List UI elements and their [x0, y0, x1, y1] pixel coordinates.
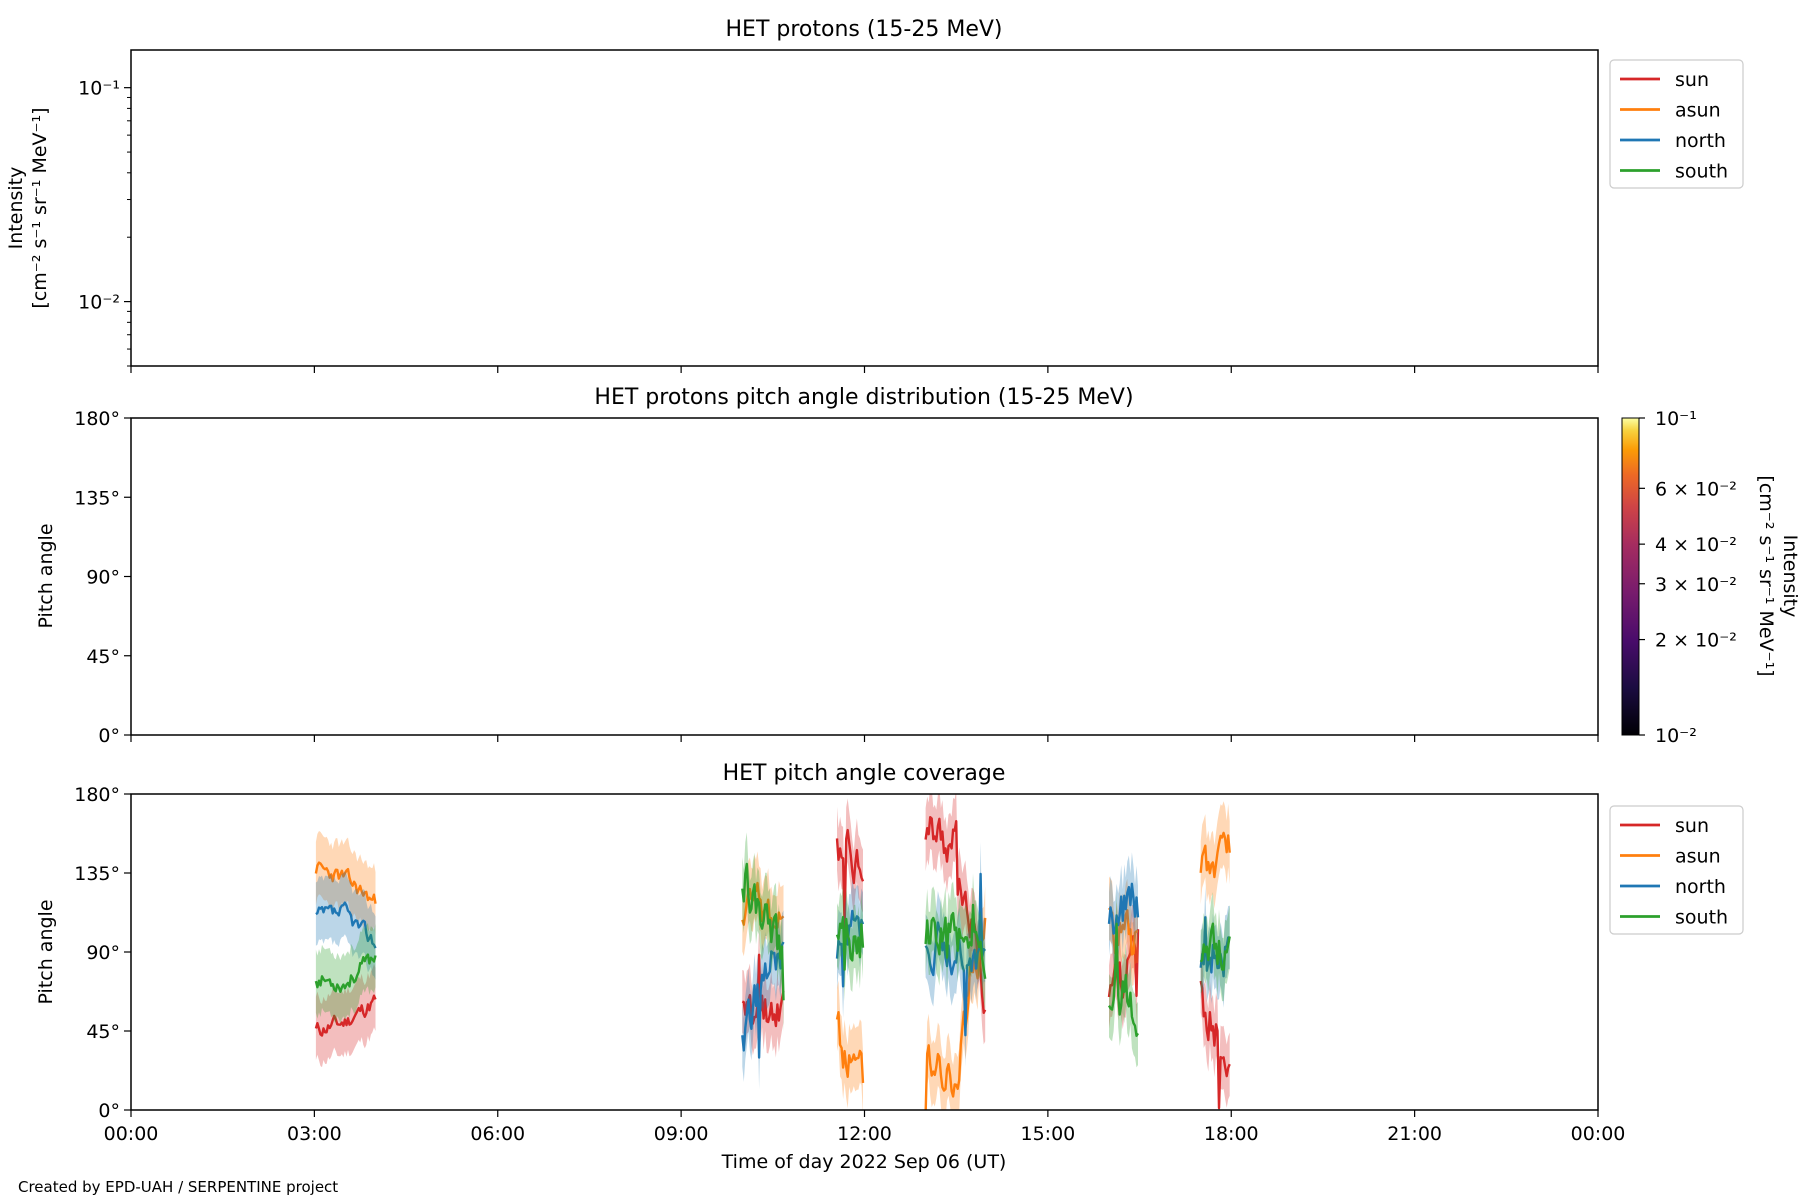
panel3-plot-area: [314, 794, 1231, 1110]
band-south: [742, 832, 784, 1032]
series-line-south: [1199, 922, 1231, 971]
band-sun: [315, 964, 376, 1068]
legend-label-north: north: [1675, 130, 1726, 152]
colorbar-tick-label: 6 × 10⁻²: [1655, 478, 1737, 500]
panel1-ylabel-line1: Intensity: [5, 167, 27, 250]
colorbar-tick-label: 3 × 10⁻²: [1655, 574, 1737, 596]
series-line-north: [924, 872, 987, 1037]
panel-coverage: HET pitch angle coverage 0° 45° 90° 135° 180…: [35, 761, 1744, 1173]
panel1-title: HET protons (15-25 MeV): [726, 17, 1003, 42]
panel3-xlabel: Time of day 2022 Sep 06 (UT): [721, 1151, 1007, 1173]
legend-label-asun: asun: [1675, 100, 1721, 122]
panel2-yticks: 0° 45° 90° 135° 180°: [74, 408, 131, 747]
band-sun: [925, 794, 986, 1045]
colorbar-ticks: 10⁻¹ 6 × 10⁻² 4 × 10⁻² 3 × 10⁻² 2 × 10⁻² 10⁻²: [1639, 408, 1737, 747]
y-tick-label: 45°: [86, 646, 120, 668]
legend-label-south: south: [1675, 161, 1728, 183]
colorbar-label-line2: [cm⁻² s⁻¹ sr⁻¹ MeV⁻¹]: [1755, 475, 1777, 676]
panel1-yticks: 10⁻¹ 10⁻²: [78, 78, 131, 367]
series-line-asun: [835, 1011, 865, 1083]
series-line-north: [1107, 882, 1140, 935]
band-asun: [315, 831, 376, 936]
x-tick-label: 03:00: [287, 1123, 342, 1145]
colorbar-label-line1: Intensity: [1779, 535, 1800, 618]
colorbar-label: Intensity [cm⁻² s⁻¹ sr⁻¹ MeV⁻¹]: [1755, 475, 1800, 676]
series-line-south: [314, 953, 377, 993]
band-asun: [837, 980, 863, 1110]
series-line-asun: [1199, 831, 1231, 879]
x-tick-label: 15:00: [1020, 1123, 1075, 1145]
band-asun: [1200, 801, 1230, 909]
y-tick-label: 180°: [74, 408, 120, 430]
series-line-sun: [1199, 980, 1231, 1110]
series-line-north: [835, 909, 865, 988]
legend-label-asun: asun: [1675, 846, 1721, 868]
x-tick-label: 06:00: [470, 1123, 525, 1145]
x-tick-label: 21:00: [1387, 1123, 1442, 1145]
panel3-legend: sun asun north south: [1609, 805, 1744, 935]
legend-label-sun: sun: [1675, 815, 1709, 837]
band-sun: [837, 798, 863, 959]
legend-label-sun: sun: [1675, 69, 1709, 91]
y-tick-label: 0°: [98, 725, 120, 747]
y-tick-label: 90°: [86, 567, 120, 589]
panel1-ylabel: Intensity [cm⁻² s⁻¹ sr⁻¹ MeV⁻¹]: [5, 107, 51, 308]
band-north: [925, 842, 986, 1067]
panel3-ylabel: Pitch angle: [35, 899, 57, 1004]
series-line-south: [835, 915, 865, 971]
legend-frame: [1609, 805, 1744, 935]
panel2-ylabel: Pitch angle: [35, 523, 57, 628]
colorbar-tick-label: 4 × 10⁻²: [1655, 534, 1737, 556]
panel3-yticks: 0° 45° 90° 135° 180°: [74, 784, 131, 1122]
y-tick-label: 90°: [86, 942, 120, 964]
x-tick-label: 09:00: [654, 1123, 709, 1145]
y-tick-label: 135°: [74, 487, 120, 509]
y-tick-label: 180°: [74, 784, 120, 806]
series-line-sun: [835, 828, 865, 929]
y-tick-label: 135°: [74, 863, 120, 885]
series-line-sun: [314, 994, 377, 1037]
series-line-asun: [314, 861, 377, 904]
x-tick-label: 00:00: [104, 1123, 159, 1145]
panel2-xticks: [130, 735, 1599, 742]
series-line-north: [741, 941, 785, 1059]
panel1-legend: sun asun north south: [1609, 59, 1744, 189]
series-line-south: [924, 903, 987, 979]
colorbar-tick-label: 10⁻¹: [1655, 408, 1697, 430]
panel2-axes: [130, 417, 1599, 736]
series-line-asun: [1108, 907, 1139, 956]
legend-label-north: north: [1675, 876, 1726, 898]
legend-frame: [1609, 59, 1744, 189]
series-line-south: [741, 862, 785, 1001]
band-north: [742, 910, 784, 1090]
panel3-title: HET pitch angle coverage: [723, 761, 1006, 786]
colorbar-tick-label: 2 × 10⁻²: [1655, 630, 1737, 652]
band-south: [315, 923, 376, 1024]
x-tick-label: 00:00: [1571, 1123, 1626, 1145]
colorbar-tick-label: 10⁻²: [1655, 725, 1697, 747]
panel-pad: HET protons pitch angle distribution (15…: [35, 385, 1800, 747]
panel2-title: HET protons pitch angle distribution (15…: [594, 385, 1133, 410]
series-line-south: [1107, 922, 1140, 1037]
series-line-north: [315, 901, 377, 949]
colorbar-gradient: [1621, 417, 1640, 736]
band-north: [315, 871, 376, 980]
y-tick-label: 10⁻²: [78, 292, 120, 314]
panel1-axes: [130, 49, 1599, 367]
y-tick-label: 10⁻¹: [78, 78, 120, 100]
y-tick-label: 0°: [98, 1100, 120, 1122]
panel3-xticks: 00:00 03:00 06:00 09:00 12:00 15:00 18:00 21:00…: [104, 1110, 1626, 1145]
panel-intensity: HET protons (15-25 MeV) 10⁻¹ 10⁻² Intensi…: [5, 17, 1744, 373]
legend-label-south: south: [1675, 907, 1728, 929]
x-tick-label: 18:00: [1204, 1123, 1259, 1145]
series-line-sun: [741, 953, 785, 1028]
panel1-xticks: [130, 366, 1599, 373]
band-south: [925, 873, 986, 1011]
x-tick-label: 12:00: [837, 1123, 892, 1145]
colorbar: 10⁻¹ 6 × 10⁻² 4 × 10⁻² 3 × 10⁻² 2 × 10⁻² 10⁻²…: [1621, 408, 1800, 747]
panel1-ylabel-line2: [cm⁻² s⁻¹ sr⁻¹ MeV⁻¹]: [29, 107, 51, 308]
footer-credit: Created by EPD-UAH / SERPENTINE project: [18, 1178, 338, 1196]
y-tick-label: 45°: [86, 1021, 120, 1043]
